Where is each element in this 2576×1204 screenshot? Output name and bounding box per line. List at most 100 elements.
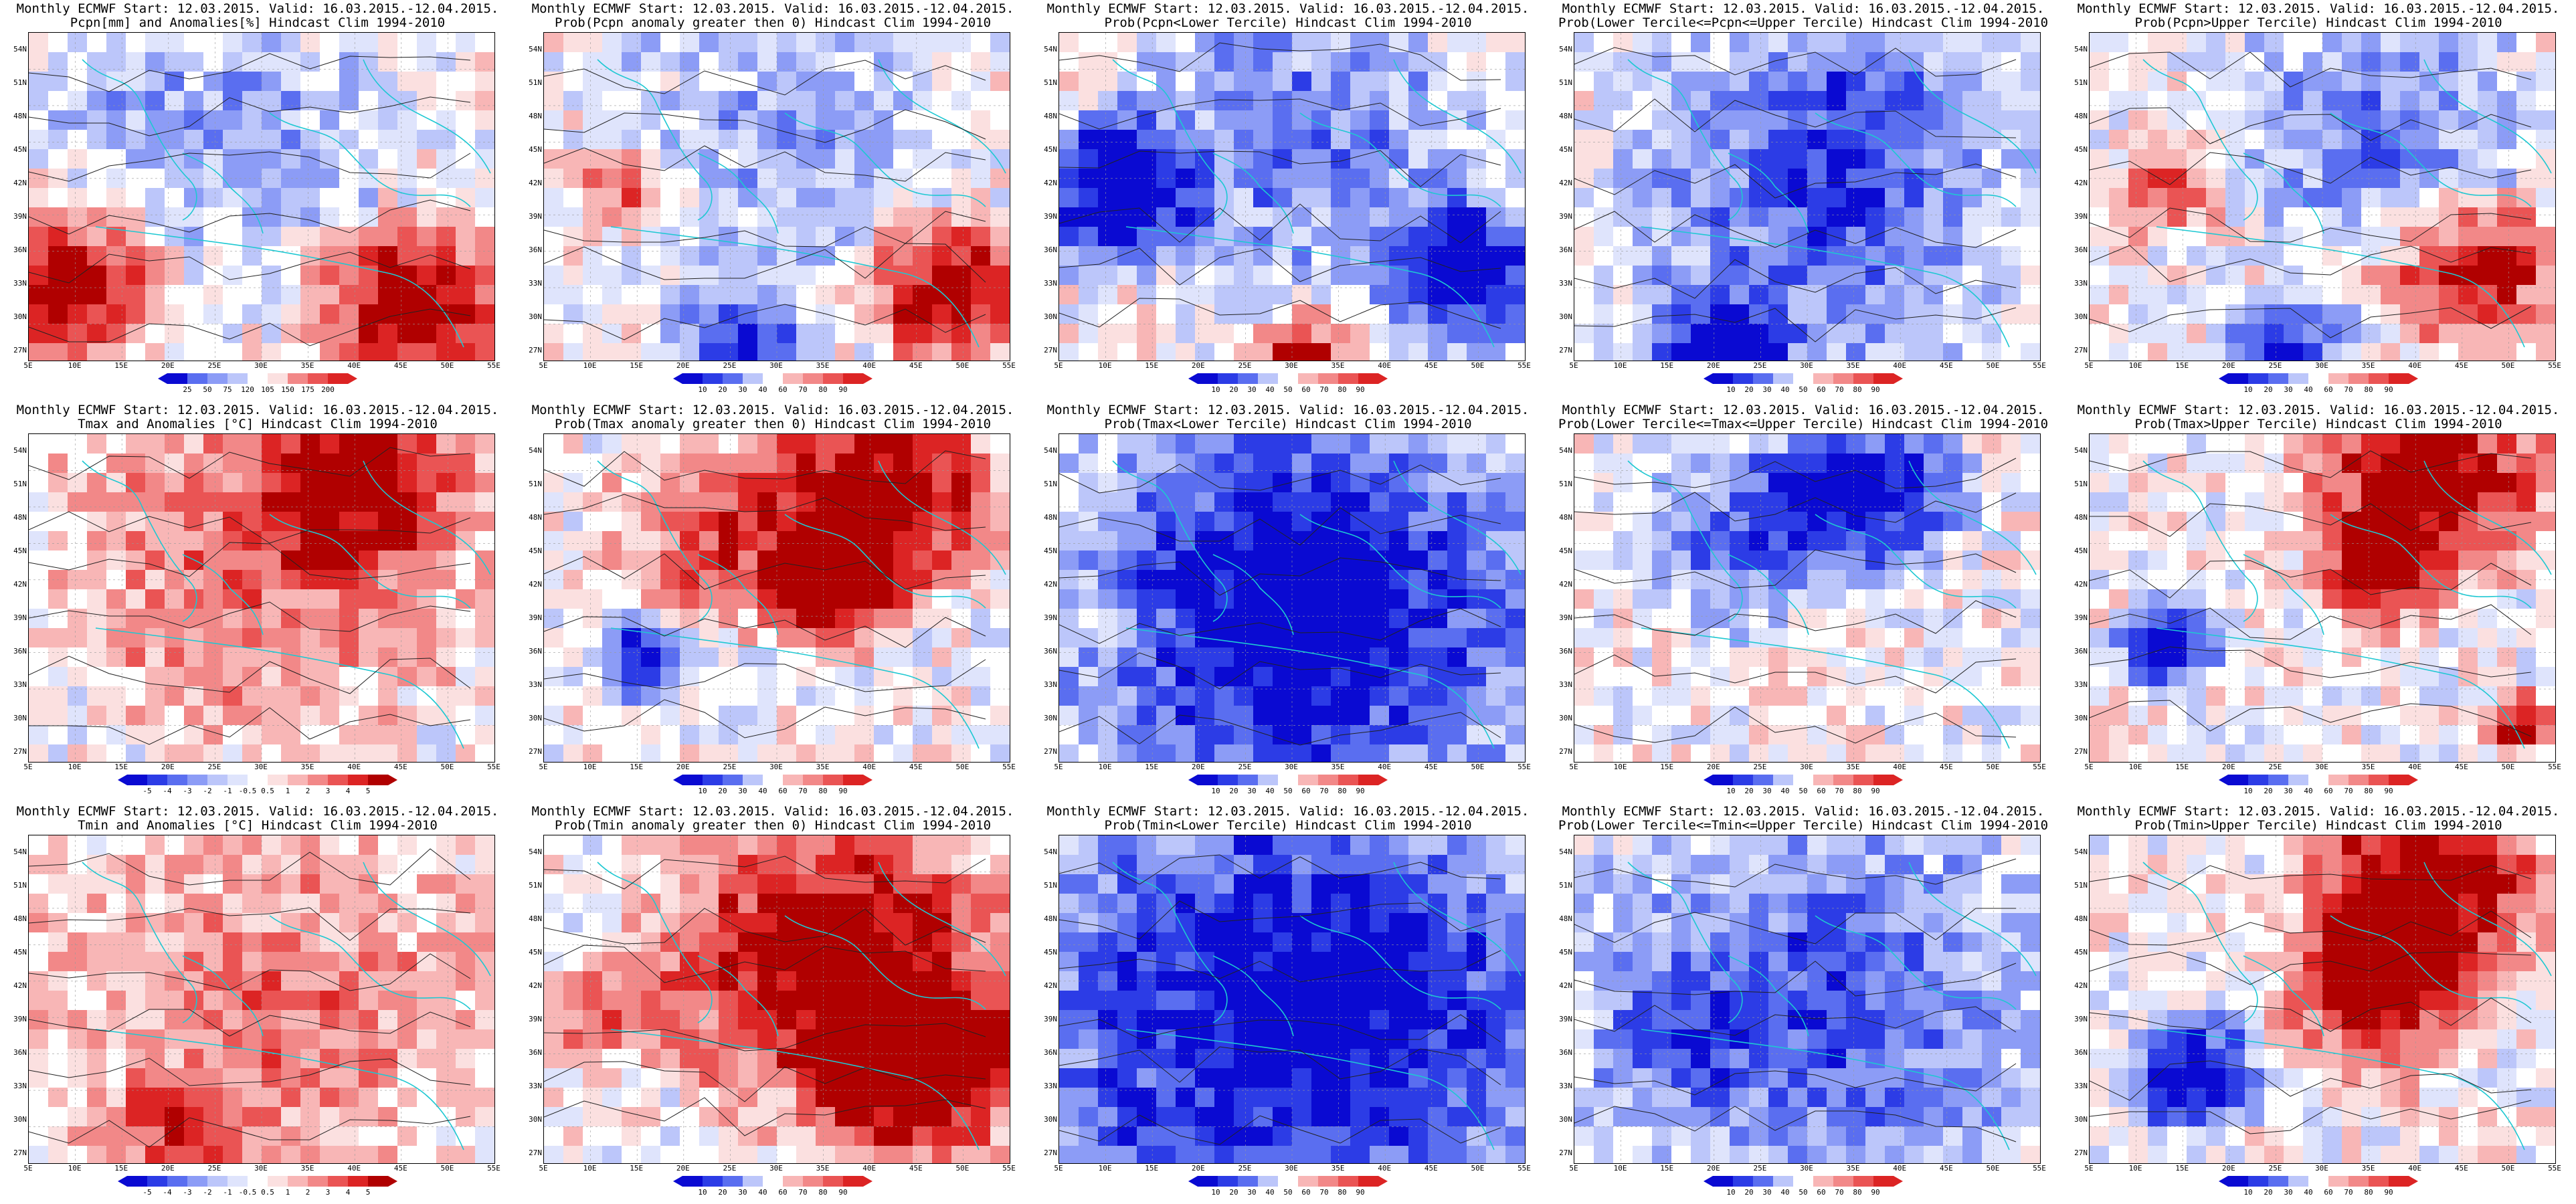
field-cell <box>2001 454 2021 474</box>
field-cell <box>951 744 972 762</box>
field-cell <box>1943 285 1963 305</box>
field-cell <box>1331 91 1351 111</box>
field-cell <box>932 149 952 169</box>
field-cell <box>165 266 185 286</box>
field-cell <box>622 531 642 551</box>
field-cell <box>1428 33 1448 53</box>
field-cell <box>1467 343 1487 361</box>
field-cell <box>2245 492 2265 512</box>
field-cell <box>397 207 418 227</box>
field-cell <box>2439 628 2459 648</box>
field-cell <box>1924 343 1944 361</box>
field-cell <box>2322 207 2342 227</box>
field-cell <box>990 188 1010 208</box>
field-cell <box>242 207 262 227</box>
field-cell <box>971 188 991 208</box>
colorbar-label: 1 <box>285 787 290 795</box>
field-cell <box>2001 609 2021 629</box>
lat-tick-label: 36N <box>529 647 542 656</box>
field-cell <box>165 207 185 227</box>
field-cell <box>583 33 603 53</box>
field-cell <box>1807 686 1827 706</box>
field-cell <box>1904 473 1924 493</box>
field-cell <box>1846 285 1866 305</box>
field-cell <box>1331 492 1351 512</box>
field-cell <box>1273 589 1293 609</box>
field-cell <box>1807 266 1827 286</box>
field-cell <box>990 512 1010 532</box>
field-cell <box>436 266 456 286</box>
field-cell <box>2187 512 2207 532</box>
field-cell <box>2109 149 2129 169</box>
coastline <box>2243 554 2324 635</box>
field-cell <box>1098 434 1118 454</box>
field-cell <box>1962 473 1983 493</box>
field-cell <box>417 589 437 609</box>
field-cell <box>913 473 933 493</box>
field-cell <box>1505 550 1525 571</box>
field-cell <box>913 304 933 324</box>
field-cell <box>339 343 359 361</box>
field-cell <box>563 454 583 474</box>
field-cell <box>2264 492 2284 512</box>
field-cell <box>990 492 1010 512</box>
field-cell <box>622 52 642 72</box>
field-cell <box>2001 647 2021 668</box>
field-cell <box>660 149 680 169</box>
field-cell <box>1079 343 1099 361</box>
colorbar-label: 80 <box>2364 385 2373 394</box>
lon-tick-label: 30E <box>1800 361 1813 370</box>
field-cell <box>436 454 456 474</box>
field-cell <box>2419 110 2440 130</box>
field-cell <box>29 266 49 286</box>
field-cell <box>2264 512 2284 532</box>
field-cell <box>1671 647 1691 668</box>
field-cell <box>583 207 603 227</box>
field-cell <box>699 550 719 571</box>
field-cell <box>1137 110 1157 130</box>
field-cell <box>2400 91 2420 111</box>
field-cell <box>1214 434 1234 454</box>
field-cell <box>242 33 262 53</box>
field-cell <box>777 343 797 361</box>
field-cell <box>2206 744 2226 762</box>
field-cell <box>1311 188 1331 208</box>
lat-tick-label: 30N <box>1044 714 1057 722</box>
colorbar-swatch <box>723 373 743 384</box>
field-cell <box>544 609 564 629</box>
field-cell <box>1710 91 1730 111</box>
field-cell <box>1098 454 1118 474</box>
lat-tick-label: 27N <box>13 346 27 355</box>
field-cell <box>1389 434 1409 454</box>
field-cell <box>223 324 243 344</box>
lon-tick-label: 55E <box>2033 361 2046 370</box>
field-cell <box>835 454 855 474</box>
field-cell <box>1749 130 1769 150</box>
field-cell <box>203 130 223 150</box>
field-cell <box>68 91 88 111</box>
field-cell <box>1234 454 1254 474</box>
field-cell <box>563 492 583 512</box>
field-cell <box>1253 434 1273 454</box>
field-cell <box>544 473 564 493</box>
colorbar-label: 60 <box>1817 385 1826 394</box>
field-cell <box>1710 589 1730 609</box>
field-cell <box>1730 266 1750 286</box>
field-cell <box>1467 589 1487 609</box>
field-cell <box>1389 188 1409 208</box>
field-cell <box>2284 531 2304 551</box>
field-cell <box>2419 52 2440 72</box>
field-cell <box>1389 531 1409 551</box>
lon-tick-label: 45E <box>2454 763 2468 771</box>
field-cell <box>1311 52 1331 72</box>
field-cell <box>1234 609 1254 629</box>
field-cell <box>990 589 1010 609</box>
field-cell <box>680 304 700 324</box>
field-cell <box>242 304 262 324</box>
field-cell <box>2128 343 2148 361</box>
lon-tick-label: 10E <box>2128 763 2142 771</box>
field-cell <box>680 531 700 551</box>
field-cell <box>203 589 223 609</box>
field-cell <box>126 304 146 324</box>
field-cell <box>1730 227 1750 247</box>
